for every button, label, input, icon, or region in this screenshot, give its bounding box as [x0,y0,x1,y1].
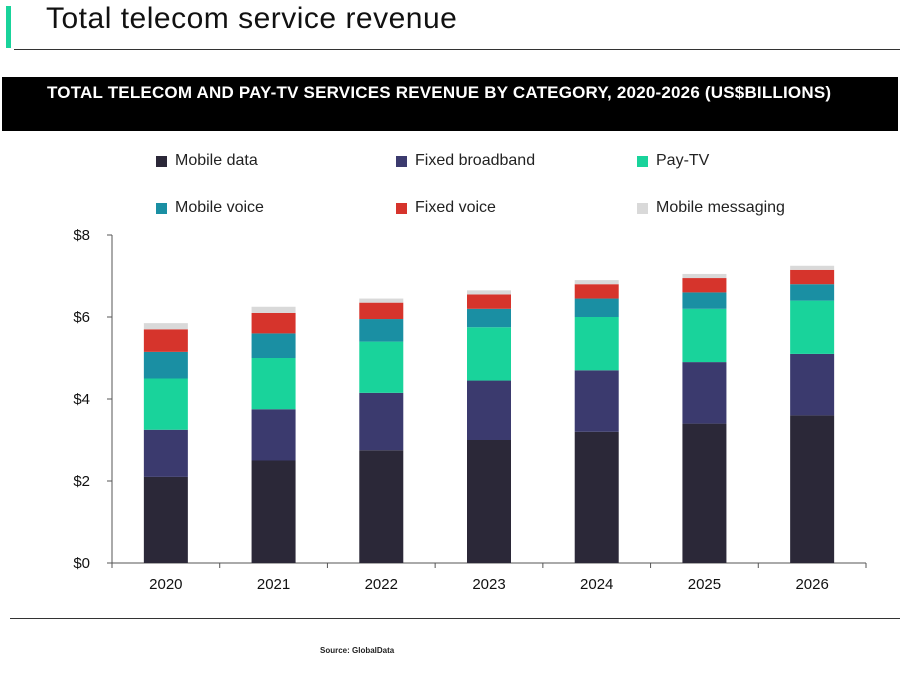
bar-segment [251,358,296,410]
bar-segment [467,440,511,563]
bar-segment [251,312,296,334]
bar-segment [790,353,835,416]
bar-segment [467,290,511,295]
bar-segment [574,317,619,371]
bar-segment [251,409,296,461]
bar-segment [359,341,404,393]
chart-title: TOTAL TELECOM AND PAY-TV SERVICES REVENU… [47,83,832,102]
chart-title-banner: TOTAL TELECOM AND PAY-TV SERVICES REVENU… [2,77,898,131]
bar-segment [359,450,404,563]
bar-segment [251,333,296,358]
legend-item-pay-tv: Pay-TV [637,152,709,170]
bar-segment [682,423,727,563]
y-tick-label: $2 [73,473,90,490]
legend-item-mobile-data: Mobile data [156,152,258,170]
legend-item-mobile-messaging: Mobile messaging [637,199,785,217]
bar-segment [790,300,835,354]
legend-label: Fixed voice [415,199,496,216]
bar-segment [790,284,835,301]
bar-segment [143,329,188,352]
slide-title: Total telecom service revenue [46,2,458,35]
legend-label: Mobile data [175,152,258,169]
bar-segment [682,292,727,309]
bar-segment [682,278,727,293]
bar-segment [467,308,511,328]
x-tick-label: 2021 [257,576,290,593]
legend-swatch [637,202,648,214]
legend-label: Mobile voice [175,199,264,216]
x-tick-label: 2025 [688,576,721,593]
y-tick-label: $8 [73,227,90,244]
bar-segment [143,476,188,563]
bar-segment [467,294,511,309]
bar-segment [359,319,404,342]
x-tick-label: 2024 [580,576,613,593]
bar-segment [467,380,511,440]
bottom-divider [10,618,900,619]
legend-swatch [637,155,648,167]
legend-swatch [156,155,167,167]
legend-label: Fixed broadband [415,152,536,169]
bar-segment [143,351,188,379]
bar-segment [790,415,835,563]
source-note: Source: GlobalData [320,646,395,655]
x-tick-label: 2026 [795,576,828,593]
bar-segment [574,280,619,285]
bar-segment [143,429,188,477]
chart-legend: Mobile data Fixed broadband Pay-TV Mobil… [156,152,876,232]
legend-swatch [396,202,407,214]
legend-swatch [156,202,167,214]
legend-item-fixed-broadband: Fixed broadband [396,152,535,170]
bar-segment [251,306,296,313]
y-tick-label: $0 [73,555,90,572]
bar-segment [359,392,404,451]
bar-segment [359,298,404,303]
bar-segment [682,308,727,363]
y-tick-label: $4 [73,391,90,408]
title-divider [14,49,900,50]
legend-item-fixed-voice: Fixed voice [396,199,496,217]
x-tick-label: 2023 [472,576,505,593]
legend-item-mobile-voice: Mobile voice [156,199,264,217]
bar-segment [790,269,835,285]
bar-segment [467,327,511,381]
bar-segment [682,362,727,424]
bar-segment [574,370,619,432]
bar-segment [682,273,727,279]
bar-segment [143,378,188,430]
bar-segment [574,284,619,299]
legend-swatch [396,155,407,167]
bar-segment [574,431,619,563]
bar-segment [251,460,296,563]
title-accent-bar [6,6,11,48]
bar-segment [143,323,188,330]
bar-segment [574,298,619,317]
bar-segment [359,302,404,320]
legend-label: Mobile messaging [656,199,785,216]
legend-label: Pay-TV [656,152,710,169]
bar-segment [790,265,835,270]
x-tick-label: 2020 [149,576,182,593]
x-tick-label: 2022 [365,576,398,593]
y-tick-label: $6 [73,309,90,326]
